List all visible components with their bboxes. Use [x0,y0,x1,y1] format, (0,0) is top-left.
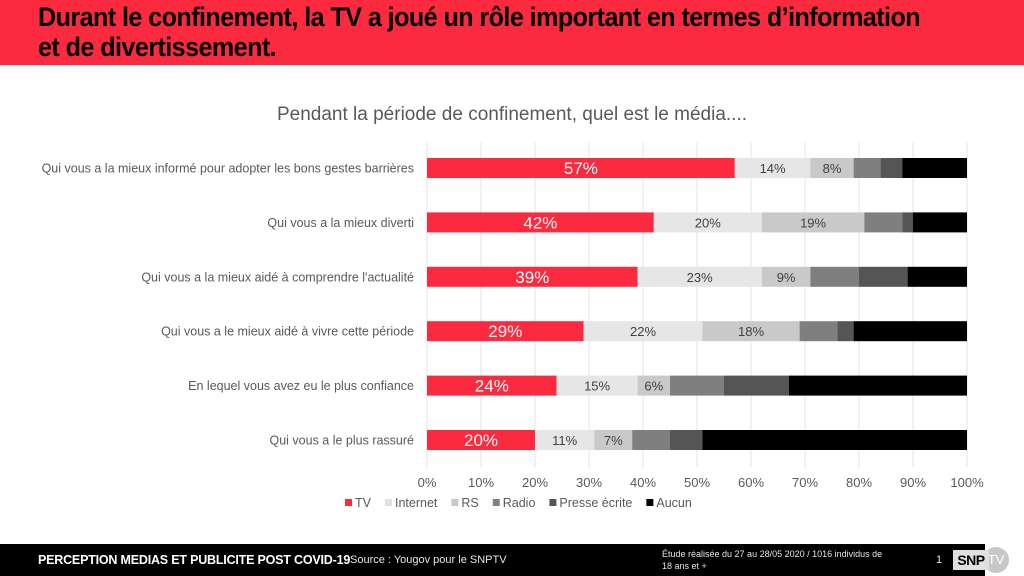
bar-segment-presse-crite [724,375,789,396]
stacked-bar-chart: 0% 10% 20% 30% 40% 50% 60% 70% 80% 90% 100% Qui vou… [42,142,984,510]
bar-segment-presse-crite [670,430,703,450]
legend-swatch [451,499,459,506]
category-label: Qui vous a le mieux aidé à vivre cette p… [161,325,414,339]
bar-segment-rs [810,158,854,178]
bar-segment-aucun [702,430,967,450]
bar-segment-radio [670,375,724,396]
data-label: 42% [523,213,557,232]
bar-segment-aucun [902,158,967,178]
bar-segment-rs [702,321,800,342]
bar-segment-internet [556,375,638,396]
data-label: 7% [604,433,623,448]
footer-bar: PERCEPTION MEDIAS ET PUBLICITE POST COVI… [0,544,985,576]
bar-segment-presse-crite [880,158,903,178]
data-label: 19% [800,215,826,230]
legend-swatch [492,499,500,506]
data-label: 11% [552,433,577,448]
data-label: 39% [515,268,549,287]
bar-segment-internet [535,430,595,450]
bar-segment-rs [761,212,865,233]
x-tick-label: 100% [950,475,984,490]
chart-title: Pendant la période de confinement, quel … [276,104,748,125]
category-label: En lequel vous avez eu le plus confiance [188,379,414,393]
x-tick-label: 40% [630,475,656,490]
data-label: 6% [644,379,663,394]
bar-segment-radio [853,158,881,178]
x-tick-label: 60% [738,475,764,490]
bar-segment-presse-crite [837,321,854,342]
legend-swatch [646,499,654,506]
footer-study-note: Étude réalisée du 27 au 28/05 2020 / 101… [662,549,883,571]
legend-label: Internet [395,496,438,510]
x-tick-label: 20% [522,475,548,490]
bar-segment-tv [427,375,557,396]
bar-segment-tv [427,212,654,233]
data-label: 23% [687,270,713,285]
bar-segment-aucun [907,266,967,287]
bar-segment-rs [637,375,670,396]
x-tick-label: 90% [900,475,926,490]
bar-segment-radio [864,212,903,233]
data-label: 18% [738,324,764,339]
bar-segment-radio [810,266,859,287]
snptv-logo: TV SNP [953,546,1023,574]
category-label: Qui vous a la mieux diverti [267,216,414,230]
bar-segment-aucun [788,375,967,396]
footer-source: Source : Yougov pour le SNPTV [350,554,507,566]
data-label: 24% [475,377,509,396]
bar-segment-internet [583,321,703,342]
data-label: 9% [777,270,796,285]
bar-segment-internet [653,212,762,233]
bar-segment-rs [761,266,811,287]
legend-swatch [384,499,392,506]
title-banner: Durant le confinement, la TV a joué un r… [0,0,1024,65]
data-label: 14% [760,161,786,176]
data-label: 29% [488,322,522,341]
category-label: Qui vous a la mieux informé pour adopter… [42,162,414,176]
data-label: 15% [584,379,610,394]
x-tick-label: 50% [684,475,710,490]
bar-segment-tv [427,430,535,450]
footer-title: PERCEPTION MEDIAS ET PUBLICITE POST COVI… [38,553,351,567]
bar-segment-tv [427,158,735,178]
bar-segment-presse-crite [859,266,908,287]
category-label: Qui vous a la mieux aidé à comprendre l'… [141,270,414,284]
data-label: 57% [564,159,598,178]
data-label: 22% [630,324,656,339]
page-number: 1 [936,554,943,566]
bar-segment-radio [799,321,838,342]
x-tick-label: 30% [576,475,602,490]
bar-segment-internet [734,158,811,178]
legend-label: Radio [503,496,536,510]
bar-segment-aucun [913,212,967,233]
bar-segment-tv [427,321,584,342]
slide-title: Durant le confinement, la TV a joué un r… [38,2,921,62]
bar-segment-aucun [853,321,967,342]
category-label: Qui vous a le plus rassuré [269,434,414,448]
legend-label: RS [461,496,478,510]
bar-segment-rs [594,430,633,450]
bar-segment-radio [632,430,670,450]
legend-label: TV [355,496,372,510]
bar-segment-tv [427,266,638,287]
x-tick-label: 0% [418,475,437,490]
x-tick-label: 70% [792,475,818,490]
x-tick-label: 80% [846,475,872,490]
legend-label: Presse écrite [559,496,632,510]
bar-segment-presse-crite [902,212,913,233]
data-label: 20% [695,215,721,230]
data-label: 20% [464,431,498,450]
data-label: 8% [823,161,842,176]
bar-segment-internet [637,266,762,287]
legend-swatch [345,499,352,506]
logo-text: SNP [953,550,989,570]
x-tick-label: 10% [468,475,494,490]
legend-swatch [549,499,557,506]
legend-label: Aucun [656,496,691,510]
